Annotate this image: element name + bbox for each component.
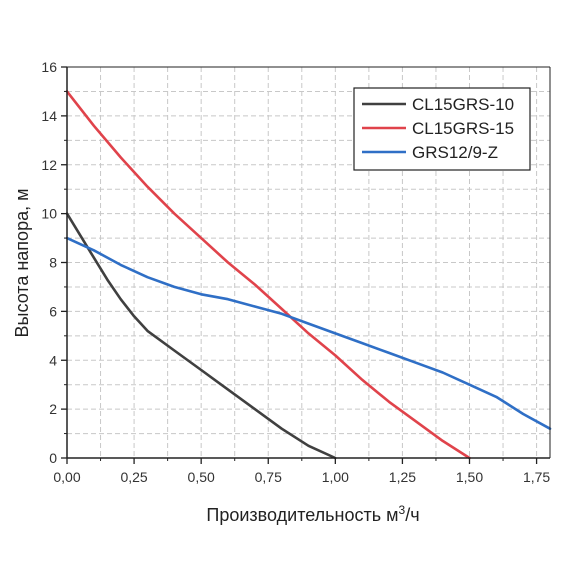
y-tick-label: 8 xyxy=(49,255,57,271)
series-line-3 xyxy=(65,236,552,431)
series-lines xyxy=(65,90,552,460)
y-axis-title: Высота напора, м xyxy=(12,189,32,338)
y-tick-label: 14 xyxy=(41,108,57,124)
x-tick-label: 1,00 xyxy=(322,469,349,485)
x-tick-label: 0,00 xyxy=(53,469,80,485)
x-axis-title-main: Производительность м xyxy=(206,505,398,525)
legend-label-1: CL15GRS-10 xyxy=(412,95,514,114)
x-axis-title: Производительность м3/ч xyxy=(206,503,419,525)
x-tick-label: 0,25 xyxy=(120,469,147,485)
y-tick-label: 6 xyxy=(49,303,57,319)
y-tick-label: 12 xyxy=(41,157,57,173)
x-axis-title-sup: 3 xyxy=(399,503,406,517)
y-tick-label: 2 xyxy=(49,401,57,417)
axes xyxy=(61,66,551,464)
x-tick-label: 0,50 xyxy=(188,469,215,485)
legend-label-2: CL15GRS-15 xyxy=(412,119,514,138)
legend-label-3: GRS12/9-Z xyxy=(412,143,498,162)
x-tick-label: 1,25 xyxy=(389,469,416,485)
x-axis-title-suffix: /ч xyxy=(405,505,419,525)
series-line-1 xyxy=(65,212,337,460)
x-tick-label: 1,50 xyxy=(456,469,483,485)
series-line-2 xyxy=(65,90,471,460)
legend: CL15GRS-10 CL15GRS-15 GRS12/9-Z xyxy=(353,87,531,171)
y-tick-label: 0 xyxy=(49,450,57,466)
y-tick-label: 4 xyxy=(49,352,57,368)
x-tick-label: 1,75 xyxy=(523,469,550,485)
x-tick-label: 0,75 xyxy=(255,469,282,485)
tick-labels: 0,00 0,25 0,50 0,75 1,00 1,25 1,50 1,75 0 2 4 6 8 10 1… xyxy=(41,59,550,485)
grid xyxy=(67,67,550,458)
y-tick-label: 16 xyxy=(41,59,57,75)
y-tick-label: 10 xyxy=(41,206,57,222)
